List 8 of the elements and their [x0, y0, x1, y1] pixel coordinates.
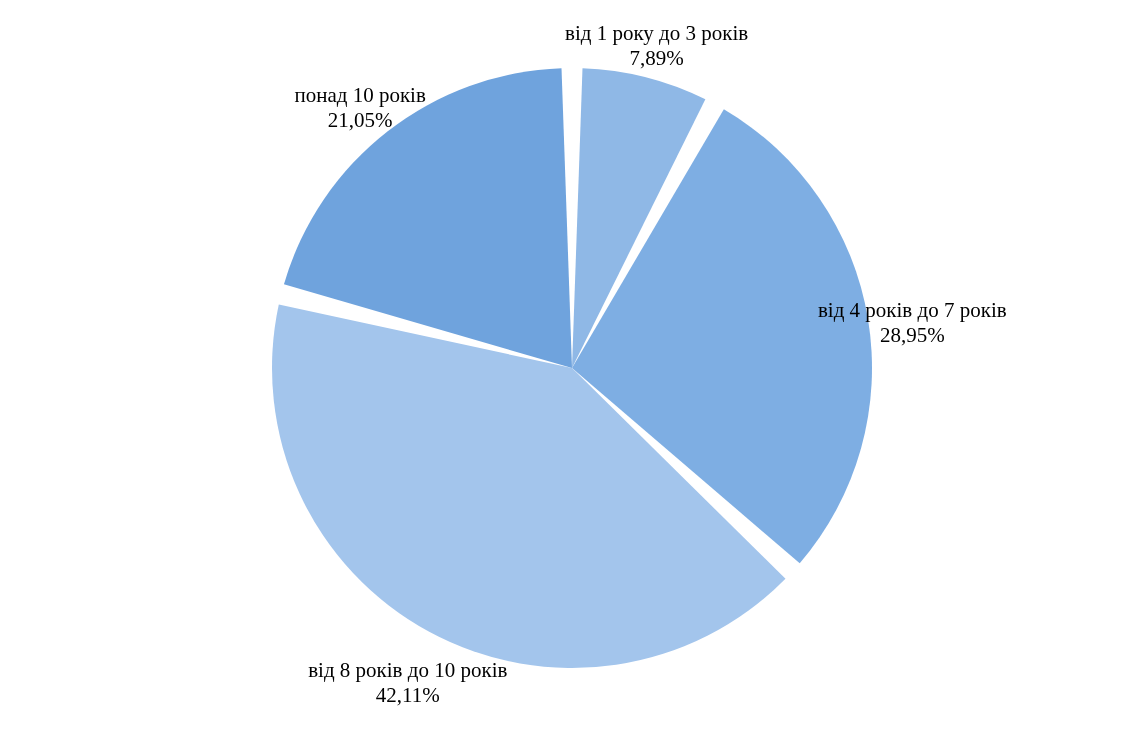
- slice-label: від 8 років до 10 років: [308, 658, 508, 683]
- data-label: 7,89%: [629, 45, 684, 70]
- slice-label: від 4 років до 7 років: [817, 298, 1007, 323]
- slice-label: понад 10 років: [294, 82, 426, 107]
- data-label: 42,11%: [375, 683, 440, 708]
- slice-label: від 1 року до 3 років: [565, 20, 749, 45]
- data-label: 21,05%: [327, 107, 393, 132]
- data-label: 28,95%: [879, 323, 945, 348]
